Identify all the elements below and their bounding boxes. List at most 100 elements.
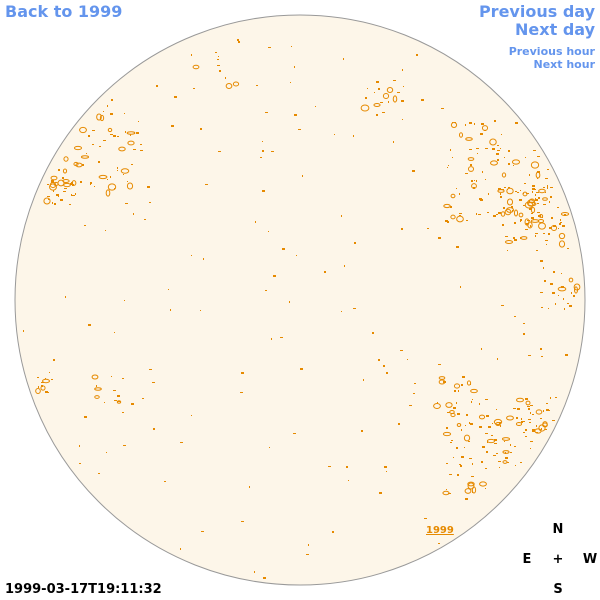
contour-mark <box>346 466 348 468</box>
contour-mark <box>88 324 91 326</box>
contour-mark <box>528 198 536 204</box>
contour-mark <box>469 122 472 124</box>
contour-mark <box>563 298 564 300</box>
contour-mark <box>485 399 488 400</box>
contour-mark <box>58 195 59 197</box>
contour-mark <box>531 213 533 214</box>
contour-mark <box>549 201 550 203</box>
contour-mark <box>123 445 126 446</box>
contour-mark <box>124 113 125 114</box>
contour-mark <box>79 126 87 134</box>
contour-mark <box>481 348 482 350</box>
contour-mark <box>519 199 522 201</box>
contour-mark <box>477 153 478 154</box>
contour-mark <box>476 148 479 149</box>
contour-mark <box>114 332 115 333</box>
contour-mark <box>344 265 345 267</box>
next-day-link[interactable]: Next day <box>515 20 595 39</box>
contour-mark <box>500 211 506 217</box>
contour-mark <box>452 122 453 123</box>
contour-mark <box>546 409 549 411</box>
contour-mark <box>520 236 528 240</box>
contour-mark <box>470 384 471 385</box>
contour-mark <box>461 384 463 386</box>
contour-mark <box>407 359 408 360</box>
contour-mark <box>505 236 508 237</box>
contour-mark <box>552 420 555 421</box>
contour-mark <box>43 197 51 205</box>
contour-mark <box>568 277 574 283</box>
contour-mark <box>453 407 456 409</box>
back-to-year-link[interactable]: Back to 1999 <box>5 2 123 21</box>
contour-mark <box>470 423 473 425</box>
contour-mark <box>268 47 271 48</box>
contour-mark <box>168 289 169 290</box>
contour-mark <box>365 97 367 99</box>
contour-mark <box>117 401 120 402</box>
contour-mark <box>550 187 553 188</box>
contour-mark <box>541 307 543 308</box>
contour-mark <box>378 88 380 90</box>
contour-mark <box>527 406 530 407</box>
contour-mark <box>514 222 516 224</box>
contour-mark <box>249 486 250 488</box>
contour-mark <box>485 488 486 489</box>
solar-disk <box>14 14 586 586</box>
contour-mark <box>494 120 496 122</box>
contour-mark <box>573 283 581 291</box>
contour-mark <box>474 123 475 125</box>
next-hour-link[interactable]: Next hour <box>533 58 596 71</box>
contour-mark <box>466 220 468 221</box>
contour-mark <box>538 197 540 199</box>
contour-mark <box>82 164 84 166</box>
contour-mark <box>461 456 464 458</box>
previous-hour-link[interactable]: Previous hour <box>508 45 595 58</box>
year-marker-link[interactable]: 1999 <box>426 525 454 536</box>
previous-day-link[interactable]: Previous day <box>478 2 595 21</box>
contour-mark <box>550 196 552 198</box>
contour-mark <box>200 310 201 311</box>
contour-mark <box>472 463 473 465</box>
contour-mark <box>464 488 472 494</box>
contour-mark <box>122 412 124 413</box>
contour-mark <box>217 59 219 60</box>
contour-mark <box>569 305 572 307</box>
contour-mark <box>200 128 202 130</box>
contour-mark <box>124 300 125 301</box>
contour-mark <box>96 385 97 387</box>
contour-mark <box>117 167 118 169</box>
contour-mark <box>409 405 412 406</box>
contour-mark <box>547 187 548 189</box>
contour-mark <box>464 447 465 448</box>
contour-mark <box>508 187 510 188</box>
contour-mark <box>472 399 473 400</box>
contour-mark <box>147 186 150 188</box>
contour-mark <box>514 446 516 447</box>
contour-mark <box>37 377 39 378</box>
contour-mark <box>560 222 562 223</box>
contour-mark <box>457 413 460 415</box>
contour-mark <box>538 424 546 432</box>
contour-mark <box>511 159 521 165</box>
contour-mark <box>47 392 49 393</box>
contour-mark <box>382 112 385 113</box>
contour-mark <box>530 448 531 449</box>
contour-mark <box>64 188 67 189</box>
contour-mark <box>71 194 72 196</box>
contour-mark <box>516 417 518 419</box>
contour-mark <box>379 492 382 494</box>
contour-mark <box>465 173 468 174</box>
contour-mark <box>513 165 514 166</box>
contour-mark <box>540 292 543 293</box>
contour-mark <box>133 213 134 215</box>
contour-mark <box>530 405 533 406</box>
contour-mark <box>481 123 484 125</box>
contour-mark <box>525 429 527 431</box>
contour-mark <box>73 145 83 151</box>
contour-mark <box>496 453 498 454</box>
contour-mark <box>504 187 506 188</box>
contour-mark <box>388 101 389 103</box>
contour-mark <box>348 480 349 481</box>
contour-mark <box>116 400 122 404</box>
contour-mark <box>98 174 108 180</box>
